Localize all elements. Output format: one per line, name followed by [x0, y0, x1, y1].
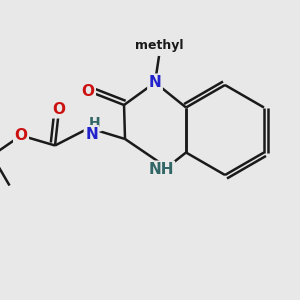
Text: N: N	[85, 127, 98, 142]
Text: O: O	[14, 128, 28, 143]
Text: N: N	[149, 75, 161, 90]
Text: methyl: methyl	[135, 38, 183, 52]
Text: H: H	[89, 116, 101, 130]
Text: O: O	[82, 83, 94, 98]
Text: NH: NH	[148, 162, 174, 177]
Text: O: O	[52, 102, 65, 117]
